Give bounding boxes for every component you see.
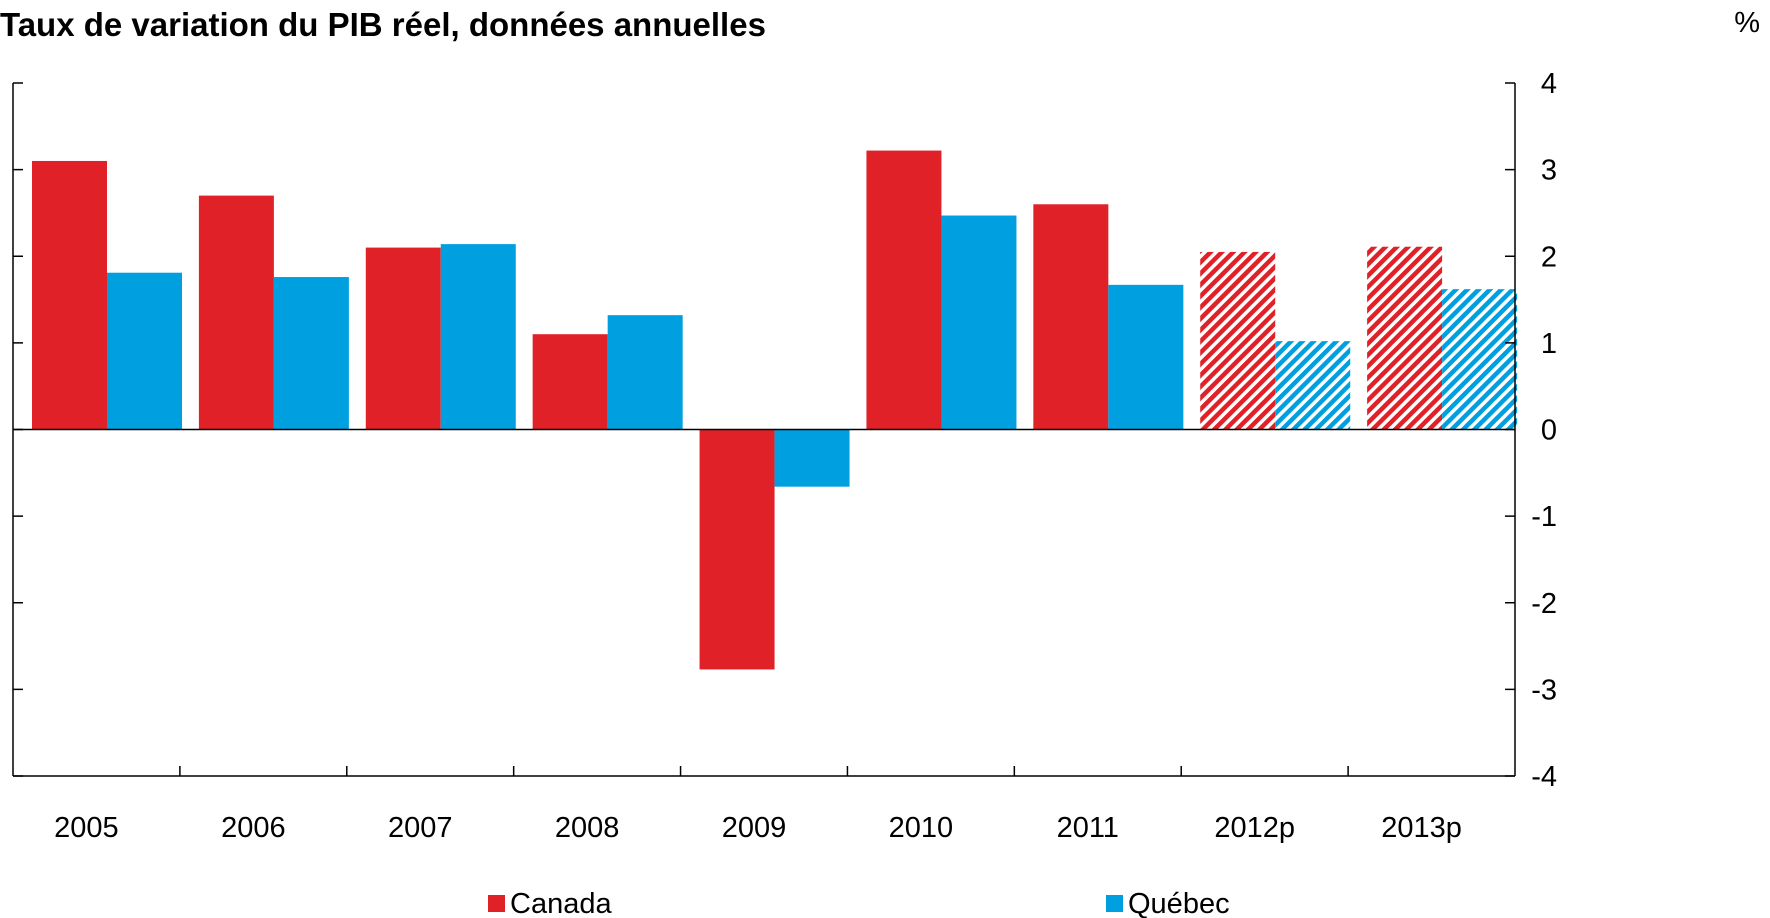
y-tick-label: -2 <box>1531 588 1557 620</box>
bar-qubec-2005 <box>107 272 182 430</box>
legend-swatch-0 <box>488 895 505 912</box>
bar-canada-2007 <box>365 247 441 430</box>
bar-canada-2005 <box>32 160 107 430</box>
y-unit-label: % <box>1734 7 1760 39</box>
y-tick-label: 0 <box>1541 415 1557 447</box>
x-tick-label-2011: 2011 <box>1057 812 1119 844</box>
bar-canada-2010 <box>866 150 942 430</box>
y-tick-label: -4 <box>1531 761 1557 793</box>
axes-group <box>12 82 1516 777</box>
y-tick-label: 2 <box>1541 241 1557 273</box>
bar-qubec-2013p <box>1442 289 1518 430</box>
x-tick-label-2012p: 2012p <box>1214 812 1295 844</box>
bars-group <box>32 150 1518 670</box>
bar-canada-2008 <box>532 334 608 430</box>
x-tick-label-2013p: 2013p <box>1381 812 1462 844</box>
bar-qubec-2007 <box>440 244 516 430</box>
bar-canada-2006 <box>198 195 274 430</box>
bar-canada-2013p <box>1367 246 1443 430</box>
bar-qubec-2009 <box>774 429 850 487</box>
y-tick-label: 4 <box>1541 68 1557 100</box>
y-tick-label: -3 <box>1531 674 1557 706</box>
x-tick-label-2007: 2007 <box>388 812 453 844</box>
y-tick-label: 1 <box>1541 328 1557 360</box>
bar-canada-2011 <box>1033 204 1109 430</box>
legend: Canada Québec <box>488 888 1230 918</box>
chart-title: Taux de variation du PIB réel, données a… <box>0 6 766 43</box>
y-tick-label: 3 <box>1541 155 1557 187</box>
bar-qubec-2011 <box>1108 284 1184 430</box>
bar-canada-2012p <box>1200 251 1276 430</box>
legend-label-0: Canada <box>510 888 612 918</box>
bar-qubec-2012p <box>1275 341 1351 430</box>
bar-qubec-2010 <box>941 215 1017 430</box>
x-tick-label-2009: 2009 <box>722 812 787 844</box>
bar-qubec-2006 <box>273 277 349 430</box>
x-tick-label-2010: 2010 <box>889 812 954 844</box>
bar-qubec-2008 <box>607 315 683 430</box>
y-tick-label: -1 <box>1531 501 1557 533</box>
x-tick-label-2008: 2008 <box>555 812 620 844</box>
bar-canada-2009 <box>699 429 775 670</box>
legend-swatch-1 <box>1106 895 1123 912</box>
legend-label-1: Québec <box>1128 888 1230 918</box>
x-tick-label-2006: 2006 <box>221 812 286 844</box>
x-tick-label-2005: 2005 <box>54 812 119 844</box>
labels-group: -4 -3 -2 -1 0 1 2 3 4% 2005 2006 2007 2008 2009 2010 20… <box>54 7 1760 844</box>
